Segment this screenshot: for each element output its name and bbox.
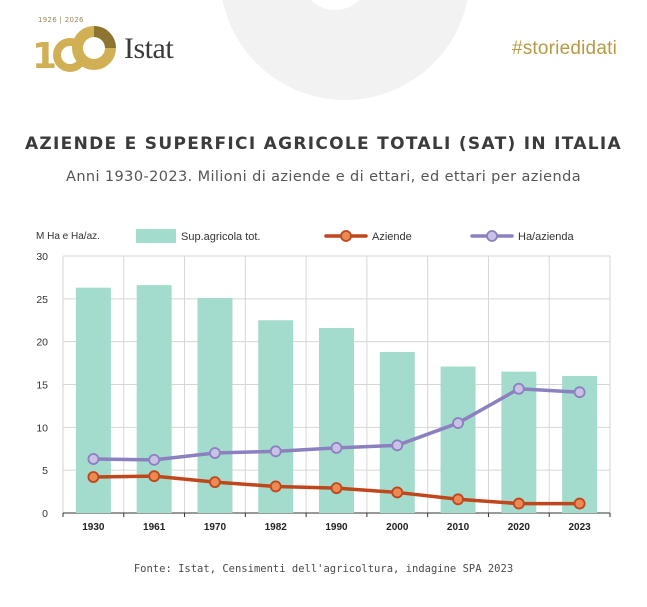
- legend-swatch: [136, 229, 176, 243]
- brand-hashtag: #storiedidati: [511, 38, 617, 59]
- legend-marker: [486, 230, 498, 242]
- istat-logo: 1926 | 2026 1 Istat: [30, 14, 190, 74]
- data-point: [452, 493, 464, 506]
- y-tick-label: 25: [36, 294, 48, 306]
- data-point: [148, 453, 161, 466]
- chart-title: AZIENDE E SUPERFICI AGRICOLE TOTALI (SAT…: [24, 134, 623, 154]
- x-tick-label: 1982: [265, 522, 288, 533]
- data-point: [209, 476, 221, 489]
- legend-marker: [340, 230, 352, 242]
- svg-text:1: 1: [32, 36, 57, 74]
- x-tick-label: 1930: [82, 522, 105, 533]
- x-tick-label: 1970: [204, 522, 227, 533]
- x-tick-label: 2023: [568, 522, 591, 533]
- data-point: [87, 453, 100, 465]
- y-tick-label: 5: [42, 465, 48, 477]
- y-tick-label: 0: [42, 508, 48, 520]
- y-tick-label: 10: [36, 422, 48, 434]
- data-point: [330, 482, 343, 495]
- source-note: Fonte: Istat, Censimenti dell'agricoltur…: [133, 563, 514, 575]
- logo-text: Istat: [124, 32, 174, 65]
- data-point: [269, 445, 282, 458]
- x-tick-label: 2000: [386, 522, 409, 533]
- x-tick-label: 2020: [508, 522, 531, 533]
- data-point: [512, 382, 525, 395]
- legend-label: Ha/azienda: [518, 231, 575, 243]
- data-point: [573, 497, 586, 510]
- data-point: [330, 441, 343, 454]
- data-point: [148, 470, 161, 483]
- x-tick-label: 1961: [143, 522, 166, 533]
- y-tick-label: 15: [36, 380, 48, 392]
- y-tick-label: 30: [36, 251, 48, 263]
- bar: [319, 327, 354, 513]
- logo-years: 1926 | 2026: [38, 16, 84, 24]
- bar: [562, 375, 598, 513]
- background-circle: [220, 0, 470, 100]
- background-circle-inner: [300, 0, 370, 10]
- data-point: [573, 386, 586, 399]
- centenary-100-icon: 1: [32, 26, 116, 74]
- y-tick-label: 20: [36, 337, 48, 349]
- chart: 0 5 10 15 20 25 30 1930 1961 1970 1982 1990 2000 2010…: [36, 229, 611, 533]
- x-tick-label: 1990: [325, 522, 348, 533]
- y-axis-label: M Ha e Ha/az.: [36, 231, 100, 242]
- data-point: [452, 417, 464, 429]
- data-point: [269, 480, 282, 493]
- legend-label: Aziende: [372, 231, 412, 243]
- data-point: [87, 471, 100, 483]
- bar: [379, 351, 415, 513]
- data-point: [512, 497, 525, 510]
- data-point: [391, 439, 404, 452]
- chart-subtitle: Anni 1930-2023. Milioni di aziende e di …: [66, 169, 581, 185]
- x-tick-label: 2010: [447, 522, 470, 533]
- legend-label: Sup.agricola tot.: [181, 231, 261, 243]
- bar: [440, 366, 476, 513]
- data-point: [391, 486, 404, 499]
- data-point: [209, 447, 221, 459]
